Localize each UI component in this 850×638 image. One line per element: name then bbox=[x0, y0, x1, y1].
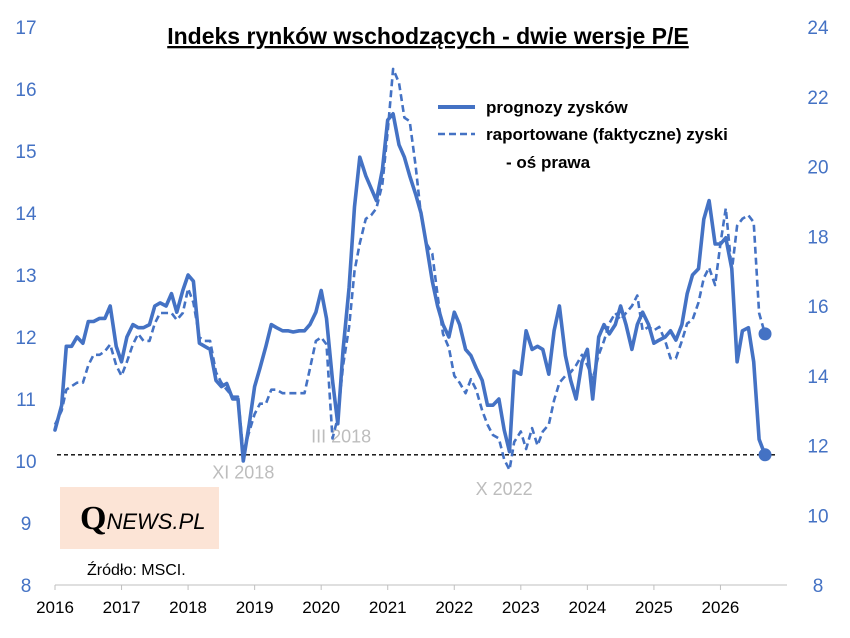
x-tick-label: 2026 bbox=[702, 598, 740, 617]
annotation-label: X 2022 bbox=[476, 479, 533, 499]
end-marker bbox=[758, 327, 772, 341]
legend-label-reported: raportowane (faktyczne) zyski bbox=[486, 125, 728, 144]
y-right-tick-label: 22 bbox=[807, 88, 828, 109]
y-right-tick-label: 20 bbox=[807, 158, 828, 179]
x-tick-label: 2023 bbox=[502, 598, 540, 617]
series-line-forecast bbox=[53, 112, 767, 463]
y-left-tick-label: 13 bbox=[15, 266, 36, 287]
y-left-tick-label: 14 bbox=[15, 204, 37, 225]
logo: QNEWS.PL bbox=[80, 500, 205, 537]
chart-title: Indeks rynków wschodzących - dwie wersje… bbox=[167, 23, 689, 49]
x-tick-label: 2018 bbox=[169, 598, 207, 617]
logo-box bbox=[60, 487, 219, 549]
y-right-tick-label: 16 bbox=[807, 297, 828, 318]
y-left-tick-label: 8 bbox=[21, 576, 32, 597]
annotations: III 2018 XI 2018 X 2022 bbox=[212, 426, 532, 499]
x-tick-label: 2019 bbox=[236, 598, 274, 617]
end-marker bbox=[758, 448, 772, 462]
legend: prognozy zysków raportowane (faktyczne) z… bbox=[438, 98, 728, 172]
x-tick-label: 2024 bbox=[568, 598, 606, 617]
x-tick-label: 2021 bbox=[369, 598, 407, 617]
legend-label-forecast: prognozy zysków bbox=[486, 98, 628, 117]
x-tick-label: 2020 bbox=[302, 598, 340, 617]
x-tick-label: 2016 bbox=[36, 598, 74, 617]
y-right-tick-label: 12 bbox=[807, 437, 828, 458]
legend-label-axis-note: - oś prawa bbox=[506, 153, 591, 172]
y-left-tick-label: 10 bbox=[15, 452, 36, 473]
y-left-tick-label: 15 bbox=[15, 142, 36, 163]
series-line-reported bbox=[53, 67, 767, 472]
x-tick-label: 2022 bbox=[435, 598, 473, 617]
logo-text: NEWS.PL bbox=[106, 509, 205, 534]
y-right-tick-label: 14 bbox=[807, 367, 829, 388]
y-left-tick-label: 16 bbox=[15, 80, 36, 101]
series-lines bbox=[53, 67, 772, 472]
source-label: Źródło: MSCI. bbox=[87, 560, 186, 579]
x-tick-label: 2017 bbox=[103, 598, 141, 617]
y-right-tick-label: 8 bbox=[813, 576, 824, 597]
logo-q: Q bbox=[80, 500, 106, 537]
y-left-tick-label: 12 bbox=[15, 328, 36, 349]
y-right-tick-label: 24 bbox=[807, 18, 829, 39]
x-tick-label: 2025 bbox=[635, 598, 673, 617]
y-right-tick-label: 10 bbox=[807, 506, 828, 527]
annotation-label: III 2018 bbox=[311, 426, 371, 446]
y-left-tick-label: 11 bbox=[16, 390, 36, 411]
y-left-tick-label: 17 bbox=[15, 18, 36, 39]
annotation-label: XI 2018 bbox=[212, 462, 274, 482]
y-right-tick-label: 18 bbox=[807, 227, 828, 248]
y-left-tick-label: 9 bbox=[21, 514, 32, 535]
axes: 2016 2017 2018 2019 2020 2021 2022 2023 2024 2025… bbox=[15, 18, 829, 617]
